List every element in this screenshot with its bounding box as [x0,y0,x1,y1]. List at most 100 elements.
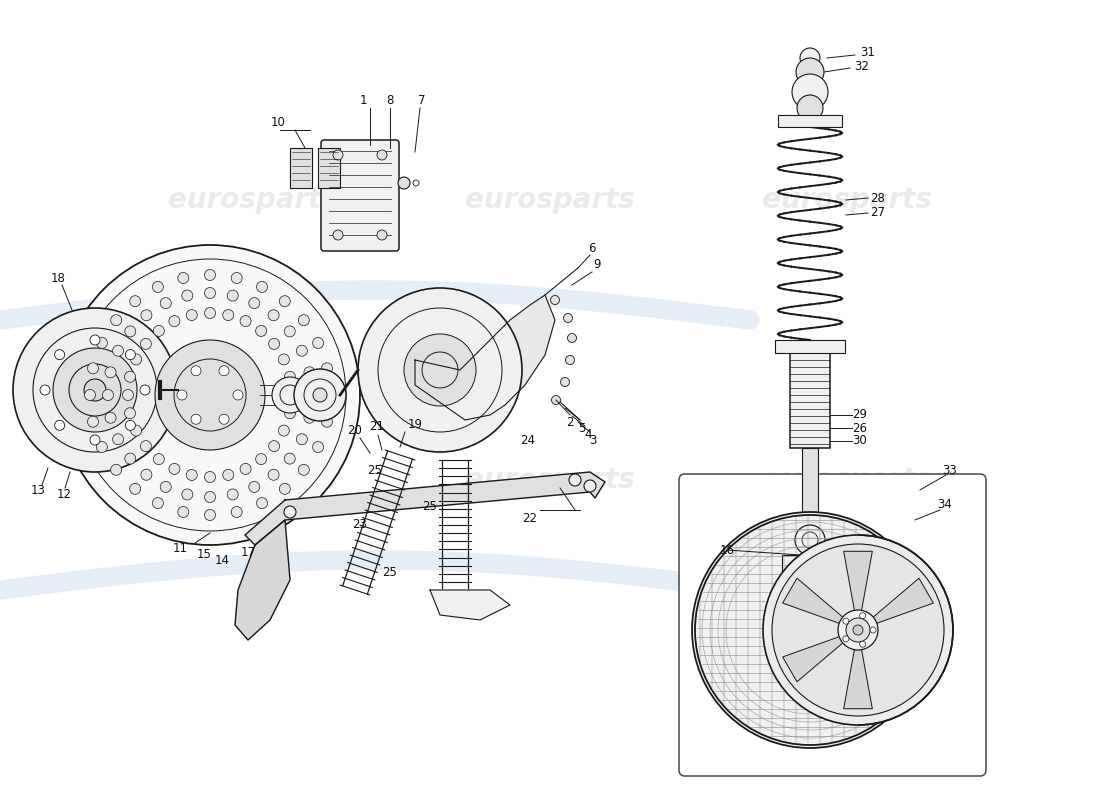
Text: 10: 10 [271,115,285,129]
Polygon shape [415,295,556,420]
Text: 6: 6 [588,242,596,254]
Circle shape [182,489,192,500]
Circle shape [268,338,279,350]
Circle shape [279,483,290,494]
Circle shape [222,470,233,481]
Circle shape [231,506,242,518]
Circle shape [219,366,229,376]
Circle shape [106,367,117,378]
Circle shape [228,489,239,500]
Text: 21: 21 [370,421,385,434]
Circle shape [182,290,192,301]
Circle shape [124,371,135,382]
Circle shape [240,316,251,326]
Circle shape [191,414,201,424]
FancyBboxPatch shape [321,140,399,251]
Text: 18: 18 [51,271,65,285]
Circle shape [141,338,152,350]
Text: 34: 34 [937,498,953,511]
Circle shape [88,416,99,427]
Text: 20: 20 [348,423,362,437]
Text: 7: 7 [418,94,426,106]
Circle shape [228,290,239,301]
Text: 11: 11 [173,542,187,554]
Circle shape [205,471,216,482]
Text: 13: 13 [31,483,45,497]
Circle shape [285,371,296,382]
Circle shape [800,48,820,68]
Polygon shape [783,578,849,626]
Text: 2: 2 [566,417,574,430]
Text: 17: 17 [241,546,255,558]
Circle shape [88,362,99,374]
Circle shape [124,408,135,418]
Text: eurosparts: eurosparts [762,186,932,214]
Circle shape [219,414,229,424]
Circle shape [692,512,928,748]
Circle shape [763,535,953,725]
Circle shape [205,270,216,281]
Text: 15: 15 [197,549,211,562]
Circle shape [255,326,266,336]
Circle shape [191,366,201,376]
Circle shape [298,464,309,475]
Text: 14: 14 [214,554,230,566]
Circle shape [97,338,108,349]
Circle shape [125,350,135,360]
Circle shape [307,390,318,401]
FancyBboxPatch shape [679,474,986,776]
Circle shape [111,464,122,475]
Circle shape [169,316,180,326]
Circle shape [846,618,870,642]
Circle shape [60,245,360,545]
Text: 26: 26 [852,422,868,434]
Circle shape [852,625,864,635]
Circle shape [40,385,49,395]
Circle shape [153,282,164,292]
Text: 22: 22 [522,511,538,525]
Text: eurosparts: eurosparts [762,466,932,494]
Circle shape [205,307,216,318]
Circle shape [131,425,142,436]
Circle shape [584,480,596,492]
Circle shape [294,369,346,421]
Circle shape [153,454,164,465]
Circle shape [55,350,65,360]
Circle shape [398,177,410,189]
Circle shape [565,355,574,365]
Circle shape [377,150,387,160]
Text: 16: 16 [719,543,735,557]
Circle shape [141,310,152,321]
Text: eurosparts: eurosparts [465,186,635,214]
Text: 32: 32 [855,59,869,73]
Circle shape [13,308,177,472]
Text: 25: 25 [383,566,397,578]
Circle shape [161,298,172,309]
Circle shape [550,295,560,305]
Text: 5: 5 [579,422,585,434]
Bar [782,555,838,573]
Circle shape [268,310,279,321]
Circle shape [284,453,295,464]
Text: 8: 8 [386,94,394,106]
Circle shape [321,416,332,427]
Circle shape [377,230,387,240]
Polygon shape [245,472,605,545]
Text: 23: 23 [353,518,367,531]
Circle shape [153,326,164,336]
Circle shape [286,390,297,401]
Bar [790,353,830,448]
Circle shape [178,506,189,518]
Circle shape [279,296,290,306]
Bar [776,340,845,353]
Circle shape [178,273,189,283]
Circle shape [561,378,570,386]
Circle shape [106,412,117,423]
Circle shape [268,470,279,480]
Circle shape [97,442,108,453]
Circle shape [551,395,561,405]
Text: 31: 31 [860,46,876,59]
Circle shape [256,498,267,509]
Circle shape [563,314,572,322]
Text: 30: 30 [852,434,868,447]
